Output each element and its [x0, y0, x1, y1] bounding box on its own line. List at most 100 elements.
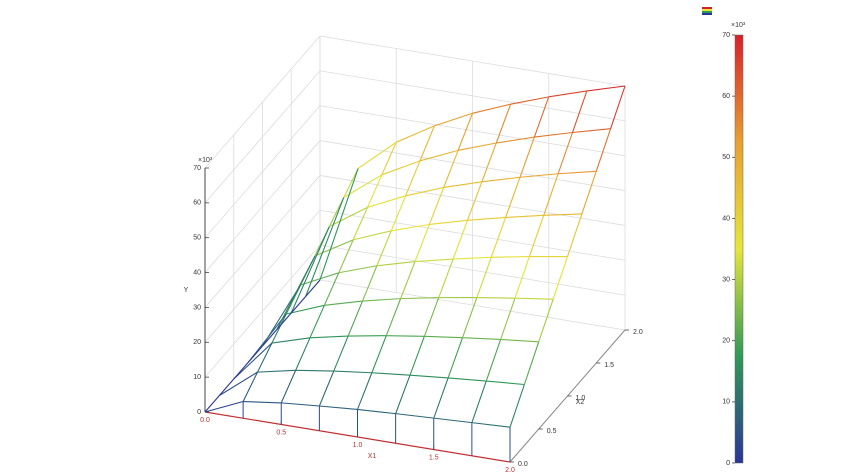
mesh-segment: [509, 384, 525, 428]
mesh-segment: [286, 304, 325, 315]
mesh-segment: [247, 345, 263, 363]
mesh-segment: [395, 413, 434, 419]
mesh-segment: [414, 224, 430, 262]
mesh-segment: [343, 168, 359, 198]
mesh-segment: [376, 261, 416, 267]
z-tick-label: 10: [193, 374, 201, 381]
mesh-segment: [466, 181, 483, 221]
mesh-segment: [338, 265, 377, 274]
mesh-segment: [314, 239, 354, 257]
mesh-segment: [318, 370, 335, 407]
mesh-segment: [233, 362, 249, 380]
colorbar: [734, 34, 744, 464]
mesh-segment: [443, 181, 482, 188]
mesh-segment: [300, 272, 339, 286]
x-axis-label: X1: [368, 453, 377, 460]
mesh-segment: [428, 187, 445, 225]
mesh-segment: [510, 96, 549, 105]
mesh-segment: [528, 215, 545, 257]
mesh-segment: [452, 220, 469, 260]
mesh-segment: [586, 85, 626, 92]
mesh-segment: [371, 372, 411, 376]
mesh-segment: [290, 296, 307, 314]
mesh-segment: [361, 265, 378, 302]
mesh-segment: [491, 256, 530, 258]
mesh-segment: [519, 173, 559, 178]
y-tick-label: 1.0: [576, 395, 586, 402]
mesh-segment: [371, 335, 387, 373]
mesh-segment: [419, 125, 435, 162]
mesh-segment: [552, 256, 569, 300]
mesh-segment: [257, 342, 273, 373]
mesh-segment: [396, 125, 435, 143]
mesh-segment: [400, 296, 439, 300]
mesh-segment: [366, 174, 383, 208]
z-tick-label: 50: [193, 235, 201, 242]
mesh-segment: [319, 168, 359, 281]
mesh-segment: [433, 377, 449, 419]
z-tick-label: 0: [197, 409, 201, 416]
mesh-segment: [438, 258, 454, 298]
mesh-segment: [276, 312, 292, 330]
mesh-segment: [505, 177, 521, 218]
y-tick-label: 1.5: [604, 362, 614, 369]
y-tick-label: 0.5: [547, 428, 557, 435]
mesh-segment: [500, 298, 516, 340]
mesh-segment: [429, 219, 468, 226]
x-tick-label: 0.5: [276, 429, 286, 436]
mesh-segment: [472, 103, 511, 114]
mesh-segment: [386, 335, 425, 337]
mesh-segment: [271, 337, 311, 344]
mesh-segment: [323, 272, 340, 306]
colorbar-tick-label: 0: [726, 460, 730, 467]
z-tick-label: 40: [193, 269, 201, 276]
mesh-segment: [496, 136, 535, 144]
mesh-segment: [543, 173, 559, 216]
mesh-segment: [458, 142, 497, 151]
z-tick-label: 20: [193, 339, 201, 346]
mesh-segment: [523, 341, 540, 385]
mesh-segment: [476, 296, 516, 299]
mesh-segment: [447, 337, 464, 379]
mesh-segment: [538, 299, 554, 343]
mesh-segment: [295, 369, 334, 372]
mesh-segment: [281, 402, 320, 407]
mesh-segment: [414, 258, 454, 263]
x-tick-label: 2.0: [505, 467, 515, 474]
mesh-segment: [357, 408, 396, 415]
mesh-segment: [400, 261, 416, 299]
colorbar-tick-label: 40: [722, 215, 730, 222]
mesh-segment: [347, 300, 364, 337]
mesh-segment: [566, 213, 583, 257]
mesh-segment: [453, 256, 492, 260]
mesh-segment: [405, 160, 421, 197]
z-tick-label: 60: [193, 200, 201, 207]
mesh-segment: [534, 131, 573, 138]
mesh-segment: [610, 85, 626, 129]
mesh-segment: [385, 298, 402, 336]
mesh-segment: [357, 141, 397, 169]
x-tick-label: 1.5: [429, 454, 439, 461]
mesh-segment: [433, 417, 472, 424]
mesh-segment: [467, 216, 506, 221]
mesh-segment: [485, 339, 502, 382]
legend-icon: [702, 7, 712, 15]
mesh-segment: [581, 171, 597, 215]
colorbar-multiplier: ×10³: [731, 22, 746, 29]
mesh-segment: [471, 380, 487, 423]
mesh-segment: [343, 174, 383, 198]
colorbar-tick-label: 20: [722, 338, 730, 345]
mesh-segment: [376, 230, 392, 266]
mesh-segment: [219, 371, 258, 396]
colorbar-tick-label: 30: [722, 276, 730, 283]
x-tick-label: 0.0: [200, 417, 210, 424]
mesh-segment: [595, 128, 612, 172]
mesh-segment: [257, 369, 296, 373]
z-axis-label: Y: [184, 287, 189, 294]
mesh-segment: [319, 405, 358, 411]
mesh-segment: [381, 142, 397, 176]
mesh-segment: [390, 195, 407, 231]
y-axis-label: X2: [576, 399, 585, 406]
mesh-segment: [409, 336, 425, 376]
